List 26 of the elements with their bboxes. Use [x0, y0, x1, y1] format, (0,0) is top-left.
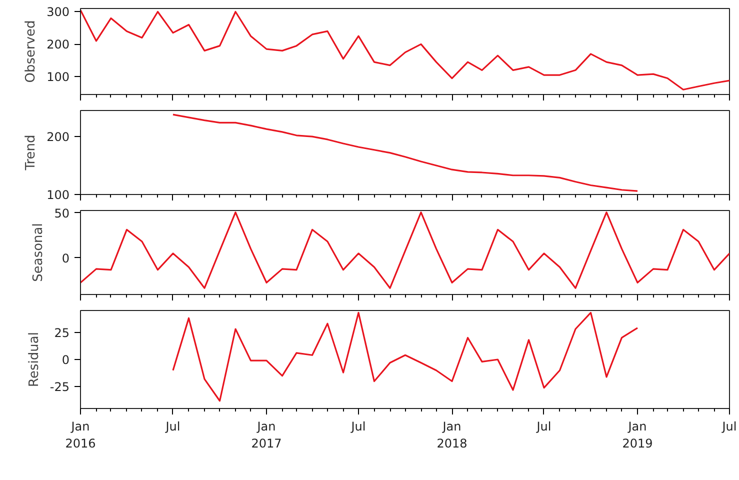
- x-tick-label: Jan 2018: [436, 420, 468, 450]
- y-tick-label: 100: [46, 70, 70, 84]
- y-tick-label: -25: [50, 380, 70, 394]
- y-axis-title: Trend: [24, 134, 39, 172]
- x-tick-label: Jul: [350, 420, 366, 434]
- line-series: [80, 9, 730, 90]
- x-tick-label: Jul: [536, 420, 552, 434]
- y-axis-title: Seasonal: [31, 223, 46, 282]
- y-tick-label: 50: [54, 206, 70, 220]
- y-tick-label: 0: [62, 251, 70, 266]
- y-tick-label: 0: [62, 353, 70, 367]
- x-tick-label: Jul: [164, 420, 180, 434]
- y-tick-label: 25: [54, 326, 70, 340]
- y-axis-title: Residual: [26, 332, 42, 387]
- line-series: [172, 114, 638, 192]
- x-tick-label: Jul: [721, 420, 737, 434]
- y-tick-label: 100: [46, 188, 70, 202]
- line-series: [172, 312, 638, 402]
- y-tick-label: 300: [46, 5, 70, 20]
- x-tick-label: Jan 2016: [65, 420, 96, 450]
- y-tick-label: 200: [46, 130, 70, 144]
- y-tick-label: 200: [46, 38, 70, 52]
- y-axis-title: Observed: [24, 20, 39, 83]
- line-series: [80, 212, 730, 289]
- x-tick-label: Jan 2019: [622, 420, 653, 450]
- x-tick-label: Jan 2017: [251, 420, 282, 450]
